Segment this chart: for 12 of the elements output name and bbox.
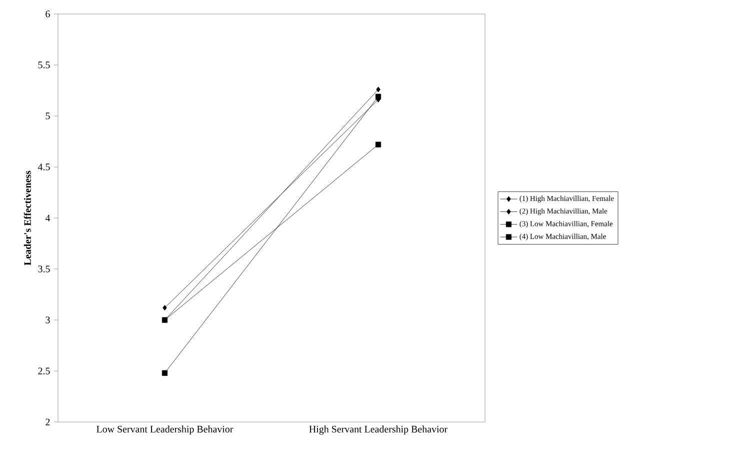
y-axis-title: Leader's Effectiveness xyxy=(24,170,31,266)
y-tick-label: 4 xyxy=(45,214,50,222)
y-tick-label: 3 xyxy=(46,316,50,324)
y-tick-label: 6 xyxy=(46,10,50,18)
y-tick-label: 5 xyxy=(46,112,50,120)
y-tick-label: 2 xyxy=(46,418,50,426)
x-tick-label: High Servant Leadership Behavior xyxy=(309,426,448,435)
x-tick-label: Low Servant Leadership Behavior xyxy=(96,426,234,435)
y-tick-label: 3.5 xyxy=(38,266,50,272)
y-tick-label: 4.5 xyxy=(38,164,50,170)
y-tick-label: 5.5 xyxy=(38,62,50,68)
y-tick-label: 2.5 xyxy=(38,368,50,374)
